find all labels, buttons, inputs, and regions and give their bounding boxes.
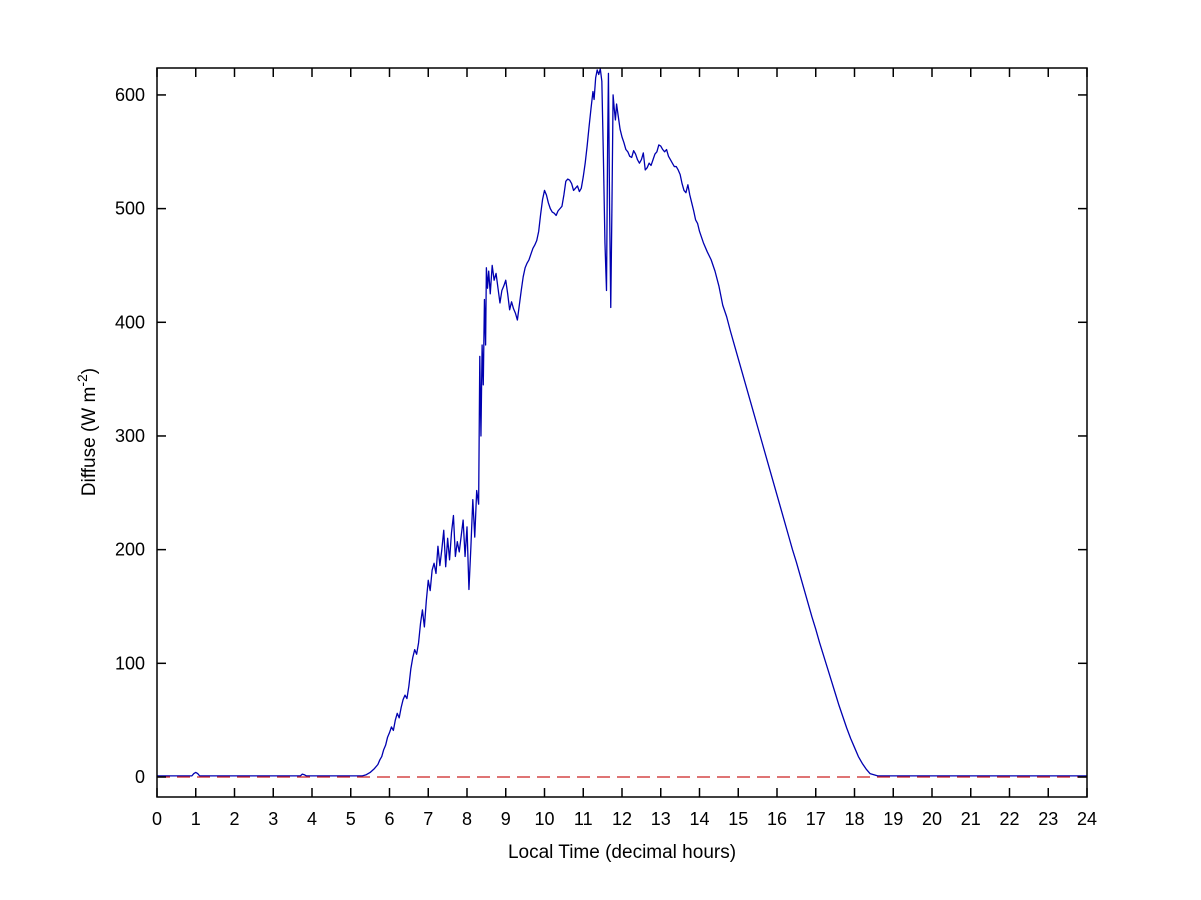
y-tick-label: 100: [115, 653, 145, 673]
y-tick-label: 400: [115, 312, 145, 332]
y-tick-label: 300: [115, 426, 145, 446]
y-tick-label: 600: [115, 85, 145, 105]
x-axis-ticks: [156, 68, 1088, 797]
x-tick-label: 13: [651, 809, 671, 829]
x-tick-label: 6: [384, 809, 394, 829]
x-tick-label: 12: [612, 809, 632, 829]
x-tick-label: 21: [961, 809, 981, 829]
x-tick-label: 23: [1038, 809, 1058, 829]
x-tick-label: 14: [689, 809, 709, 829]
x-tick-labels: 0 1 2 3 4 5 6 7 8 9 10 11 12 13 14 15 16 17 18 19 20 21 22 23 24: [152, 809, 1097, 829]
x-tick-label: 3: [268, 809, 278, 829]
x-tick-label: 20: [922, 809, 942, 829]
y-tick-labels: 0 100 200 300 400 500 600: [115, 85, 145, 787]
x-tick-label: 8: [462, 809, 472, 829]
y-axis-ticks: [157, 94, 1087, 778]
x-tick-label: 9: [501, 809, 511, 829]
x-tick-label: 10: [534, 809, 554, 829]
x-tick-label: 22: [999, 809, 1019, 829]
x-tick-label: 11: [574, 809, 593, 829]
x-tick-label: 17: [806, 809, 826, 829]
x-tick-label: 18: [844, 809, 864, 829]
data-series-group: [157, 68, 1087, 778]
x-tick-label: 15: [728, 809, 748, 829]
y-axis-label: Diffuse (W m-2): [74, 368, 100, 496]
x-tick-label: 4: [307, 809, 317, 829]
y-tick-label: 0: [135, 767, 145, 787]
x-tick-label: 24: [1077, 809, 1097, 829]
x-tick-label: 5: [346, 809, 356, 829]
x-tick-label: 0: [152, 809, 162, 829]
x-tick-label: 19: [883, 809, 903, 829]
series-diffuse-irradiance: [157, 68, 1087, 777]
x-tick-label: 16: [767, 809, 787, 829]
y-tick-label: 500: [115, 199, 145, 219]
plot-area: [157, 68, 1087, 797]
x-tick-label: 2: [229, 809, 239, 829]
x-tick-label: 7: [423, 809, 433, 829]
x-axis-label: Local Time (decimal hours): [508, 842, 736, 863]
y-tick-label: 200: [115, 540, 145, 560]
x-tick-label: 1: [191, 809, 201, 829]
